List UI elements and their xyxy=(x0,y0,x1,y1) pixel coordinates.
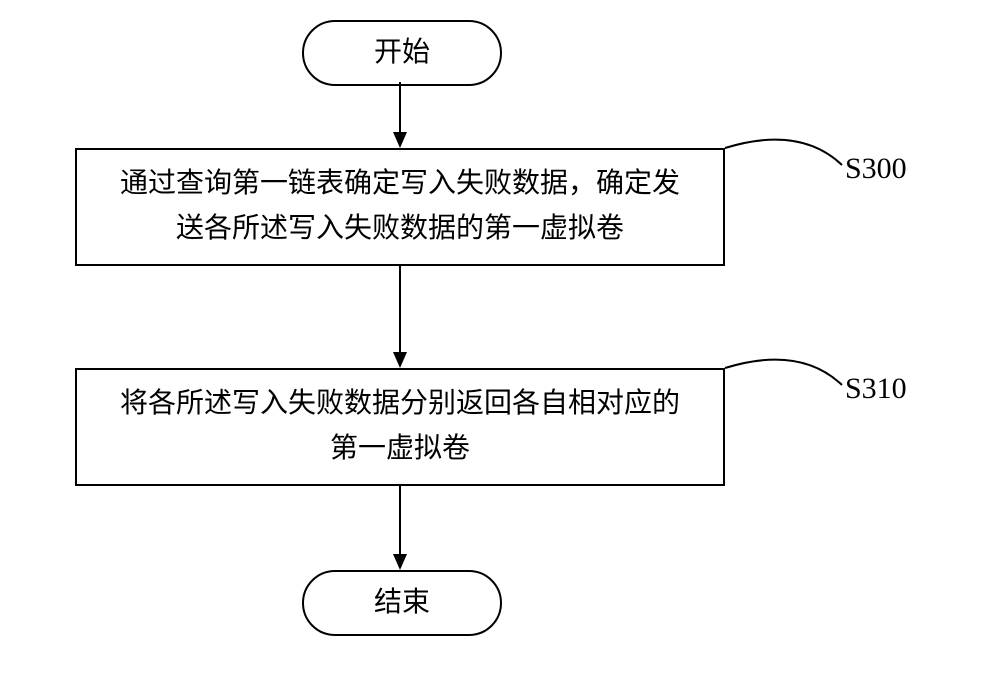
flowchart-canvas: 开始 通过查询第一链表确定写入失败数据，确定发 送各所述写入失败数据的第一虚拟卷… xyxy=(0,0,1000,674)
label-s310: S310 xyxy=(845,372,907,406)
node-end: 结束 xyxy=(302,570,502,636)
node-start: 开始 xyxy=(302,20,502,86)
node-s310-text: 将各所述写入失败数据分别返回各自相对应的 第一虚拟卷 xyxy=(120,382,680,472)
node-s300-text: 通过查询第一链表确定写入失败数据，确定发 送各所述写入失败数据的第一虚拟卷 xyxy=(120,162,680,252)
node-end-label: 结束 xyxy=(374,581,430,626)
edge-s310-end xyxy=(393,486,407,570)
label-s300-text: S300 xyxy=(845,152,907,185)
leader-s310 xyxy=(725,360,842,385)
node-s310: 将各所述写入失败数据分别返回各自相对应的 第一虚拟卷 xyxy=(75,368,725,486)
label-s300: S300 xyxy=(845,152,907,186)
node-start-label: 开始 xyxy=(374,31,430,76)
connector-layer xyxy=(0,0,1000,674)
node-s300: 通过查询第一链表确定写入失败数据，确定发 送各所述写入失败数据的第一虚拟卷 xyxy=(75,148,725,266)
edge-s300-s310 xyxy=(393,266,407,368)
label-s310-text: S310 xyxy=(845,372,907,405)
edge-start-s300 xyxy=(393,82,407,148)
leader-s300 xyxy=(725,140,842,165)
